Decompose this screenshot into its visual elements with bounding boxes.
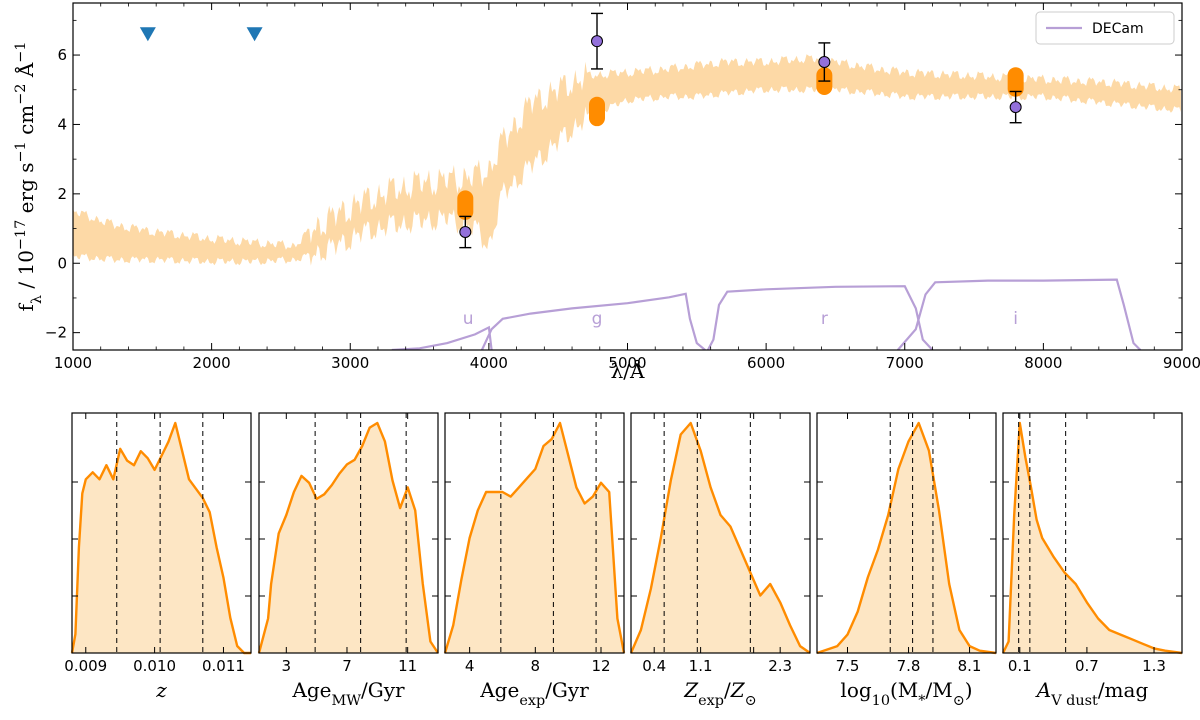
x-tick-label: 0.7 — [1075, 657, 1099, 675]
y-tick-label: −2 — [45, 324, 67, 342]
posterior-x-label: Zexp/Z⊙ — [683, 678, 756, 709]
posterior-x-label: log10(M*/M⊙) — [840, 678, 972, 709]
posterior-panel-1: 0.009 0.010 0.011 z — [64, 412, 252, 702]
x-tick-label: 12 — [591, 657, 610, 675]
observed-marker — [1009, 101, 1022, 114]
filter-label-u: u — [463, 309, 474, 329]
posterior-fill — [631, 423, 810, 653]
upper-limit-marker — [139, 27, 156, 42]
x-tick-label: 7.8 — [897, 657, 921, 675]
x-tick-label: 3000 — [331, 354, 369, 372]
x-tick-label: 0.4 — [642, 657, 666, 675]
legend-box — [1035, 11, 1175, 45]
y-tick-label: 6 — [57, 46, 67, 64]
posterior-x-label: AV dust/mag — [1035, 678, 1149, 709]
posterior-curve — [257, 421, 440, 654]
observed-marker — [459, 226, 472, 239]
x-tick-label: 0.1 — [1008, 657, 1032, 675]
posterior-x-label: Ageexp/Gyr — [479, 678, 589, 709]
y-tick-label: 0 — [57, 254, 67, 272]
filter-curve-g — [480, 292, 706, 350]
x-tick-label: 11 — [398, 657, 417, 675]
posterior-panel-4: 0.4 1.1 2.3 Zexp/Z⊙ — [629, 412, 811, 709]
spectrum-panel: u g r i 1000 2000 3000 4000 5000 6000 7000 8000 9000… — [13, 2, 1200, 383]
posterior-fill — [1003, 423, 1182, 653]
x-tick-label: 0.010 — [133, 657, 176, 675]
spectrum-axes-frame — [72, 2, 1183, 351]
filter-curve-r — [706, 285, 934, 350]
x-tick-label: 7.5 — [836, 657, 860, 675]
x-tick-label: 2.3 — [768, 657, 792, 675]
posterior-curve — [629, 421, 811, 654]
posterior-panels: 0.009 0.010 0.011 z 3 7 11 AgeMW/Gyr 4 8 12Ageexp/… — [64, 412, 1183, 709]
legend-label: DECam — [1092, 21, 1144, 37]
x-tick-label: 7 — [342, 657, 352, 675]
posterior-axes-frame — [71, 412, 252, 654]
posterior-fill — [445, 423, 624, 653]
posterior-axes-frame — [630, 412, 811, 654]
y-tick-label: 4 — [57, 115, 67, 133]
y-tick-label: 2 — [57, 185, 67, 203]
filter-curve-i — [896, 278, 1142, 350]
posterior-x-label: AgeMW/Gyr — [291, 678, 405, 709]
filter-label-g: g — [592, 309, 603, 329]
x-tick-label: 4 — [465, 657, 475, 675]
posterior-curve — [70, 421, 251, 655]
posterior-axes-frame — [816, 412, 997, 654]
upper-limit-marker — [246, 27, 263, 42]
x-tick-label: 4000 — [470, 354, 508, 372]
posterior-curve — [1001, 421, 1183, 655]
y-axis-label: fλ / 10−17 erg s−1 cm−2 Å−1 — [13, 42, 45, 312]
x-tick-label: 8000 — [1024, 354, 1062, 372]
x-tick-label: 1.1 — [689, 657, 713, 675]
x-tick-label: 8.1 — [958, 657, 982, 675]
observed-photometry-point — [1009, 90, 1022, 124]
posterior-fill — [259, 423, 438, 653]
observed-photometry-point — [818, 42, 831, 82]
legend: DECam — [1035, 11, 1175, 45]
x-tick-label: 0.009 — [64, 657, 107, 675]
observed-marker — [591, 35, 604, 48]
spectrum-plot-area — [73, 54, 1181, 350]
posterior-curve — [816, 421, 997, 655]
posterior-fill — [817, 423, 996, 653]
posterior-x-label: z — [155, 678, 167, 702]
x-tick-label: 0.011 — [202, 657, 245, 675]
model-photometry-point — [1007, 67, 1024, 97]
observed-photometry-point — [459, 215, 472, 249]
filter-curve-u — [391, 325, 493, 350]
x-tick-label: 1000 — [54, 354, 92, 372]
posterior-curve — [443, 421, 626, 654]
posterior-axes-frame — [1002, 412, 1183, 654]
x-tick-label: 6000 — [747, 354, 785, 372]
filter-label-i: i — [1013, 309, 1018, 329]
posterior-panel-6: 0.1 0.7 1.3 AV dust/mag — [1001, 412, 1183, 709]
posterior-panel-2: 3 7 11 AgeMW/Gyr — [257, 412, 440, 709]
x-tick-label: 8 — [531, 657, 541, 675]
posterior-axes-frame — [444, 412, 625, 654]
x-tick-label: 1.3 — [1142, 657, 1166, 675]
x-tick-label: 9000 — [1163, 354, 1200, 372]
model-spectrum-band — [73, 54, 1181, 266]
posterior-axes-frame — [258, 412, 439, 654]
model-photometry-point — [589, 96, 606, 127]
observed-marker — [818, 55, 831, 68]
posterior-panel-5: 7.5 7.8 8.1 log10(M*/M⊙) — [816, 412, 997, 709]
model-photometry-point — [457, 190, 474, 220]
x-tick-label: 2000 — [193, 354, 231, 372]
x-tick-label: 3 — [282, 657, 292, 675]
x-tick-label: 5000 — [608, 354, 646, 372]
x-tick-label: 7000 — [886, 354, 924, 372]
x-axis-label: λ/Å — [611, 358, 645, 383]
filter-label-r: r — [821, 309, 828, 329]
observed-photometry-point — [591, 12, 604, 70]
